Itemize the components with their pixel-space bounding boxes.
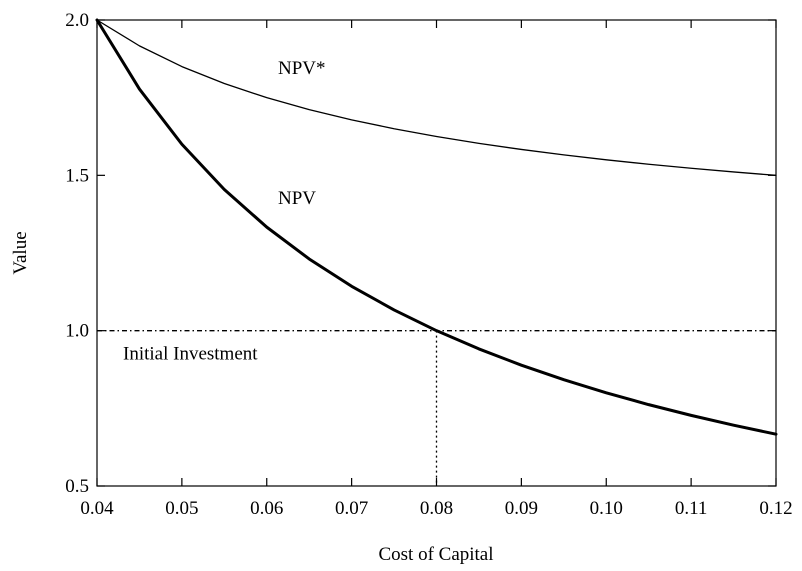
y-tick-label: 2.0 <box>65 10 89 31</box>
x-tick-label: 0.11 <box>675 498 708 519</box>
x-tick-label: 0.06 <box>250 498 283 519</box>
x-axis-label: Cost of Capital <box>378 544 493 565</box>
x-tick-label: 0.12 <box>759 498 792 519</box>
x-tick-label: 0.05 <box>165 498 198 519</box>
y-tick-label: 0.5 <box>65 476 89 497</box>
series-line <box>95 18 778 436</box>
series-line <box>96 19 777 176</box>
reference-line-label: Initial Investment <box>123 344 258 365</box>
x-tick-label: 0.04 <box>80 498 114 519</box>
x-tick-label: 0.07 <box>335 498 368 519</box>
x-tick-label: 0.09 <box>505 498 538 519</box>
x-tick-label: 0.10 <box>590 498 623 519</box>
y-tick-label: 1.5 <box>65 165 89 186</box>
series-label: NPV <box>278 188 316 209</box>
x-tick-label: 0.08 <box>420 498 453 519</box>
y-axis-label: Value <box>10 231 31 274</box>
series-label: NPV* <box>278 58 326 79</box>
y-tick-label: 1.0 <box>65 321 89 342</box>
